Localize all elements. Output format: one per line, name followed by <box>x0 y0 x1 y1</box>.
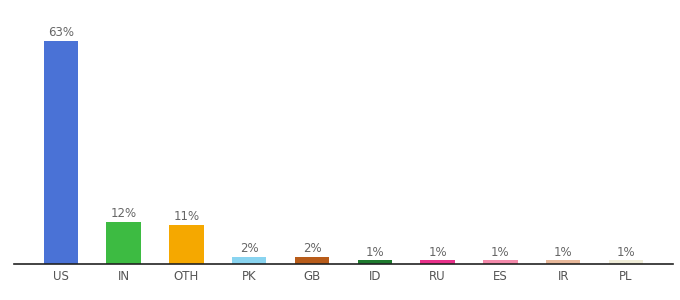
Text: 1%: 1% <box>365 246 384 259</box>
Bar <box>106 221 141 264</box>
Bar <box>232 257 267 264</box>
Text: 63%: 63% <box>48 26 74 39</box>
Text: 2%: 2% <box>240 242 258 255</box>
Text: 12%: 12% <box>111 207 137 220</box>
Bar <box>483 260 517 264</box>
Text: 1%: 1% <box>491 246 510 259</box>
Text: 2%: 2% <box>303 242 322 255</box>
Text: 11%: 11% <box>173 210 199 223</box>
Bar <box>169 225 204 264</box>
Bar <box>546 260 581 264</box>
Bar <box>358 260 392 264</box>
Bar <box>609 260 643 264</box>
Text: 1%: 1% <box>617 246 635 259</box>
Text: 1%: 1% <box>428 246 447 259</box>
Bar <box>44 41 78 264</box>
Bar <box>294 257 329 264</box>
Bar <box>420 260 455 264</box>
Text: 1%: 1% <box>554 246 573 259</box>
